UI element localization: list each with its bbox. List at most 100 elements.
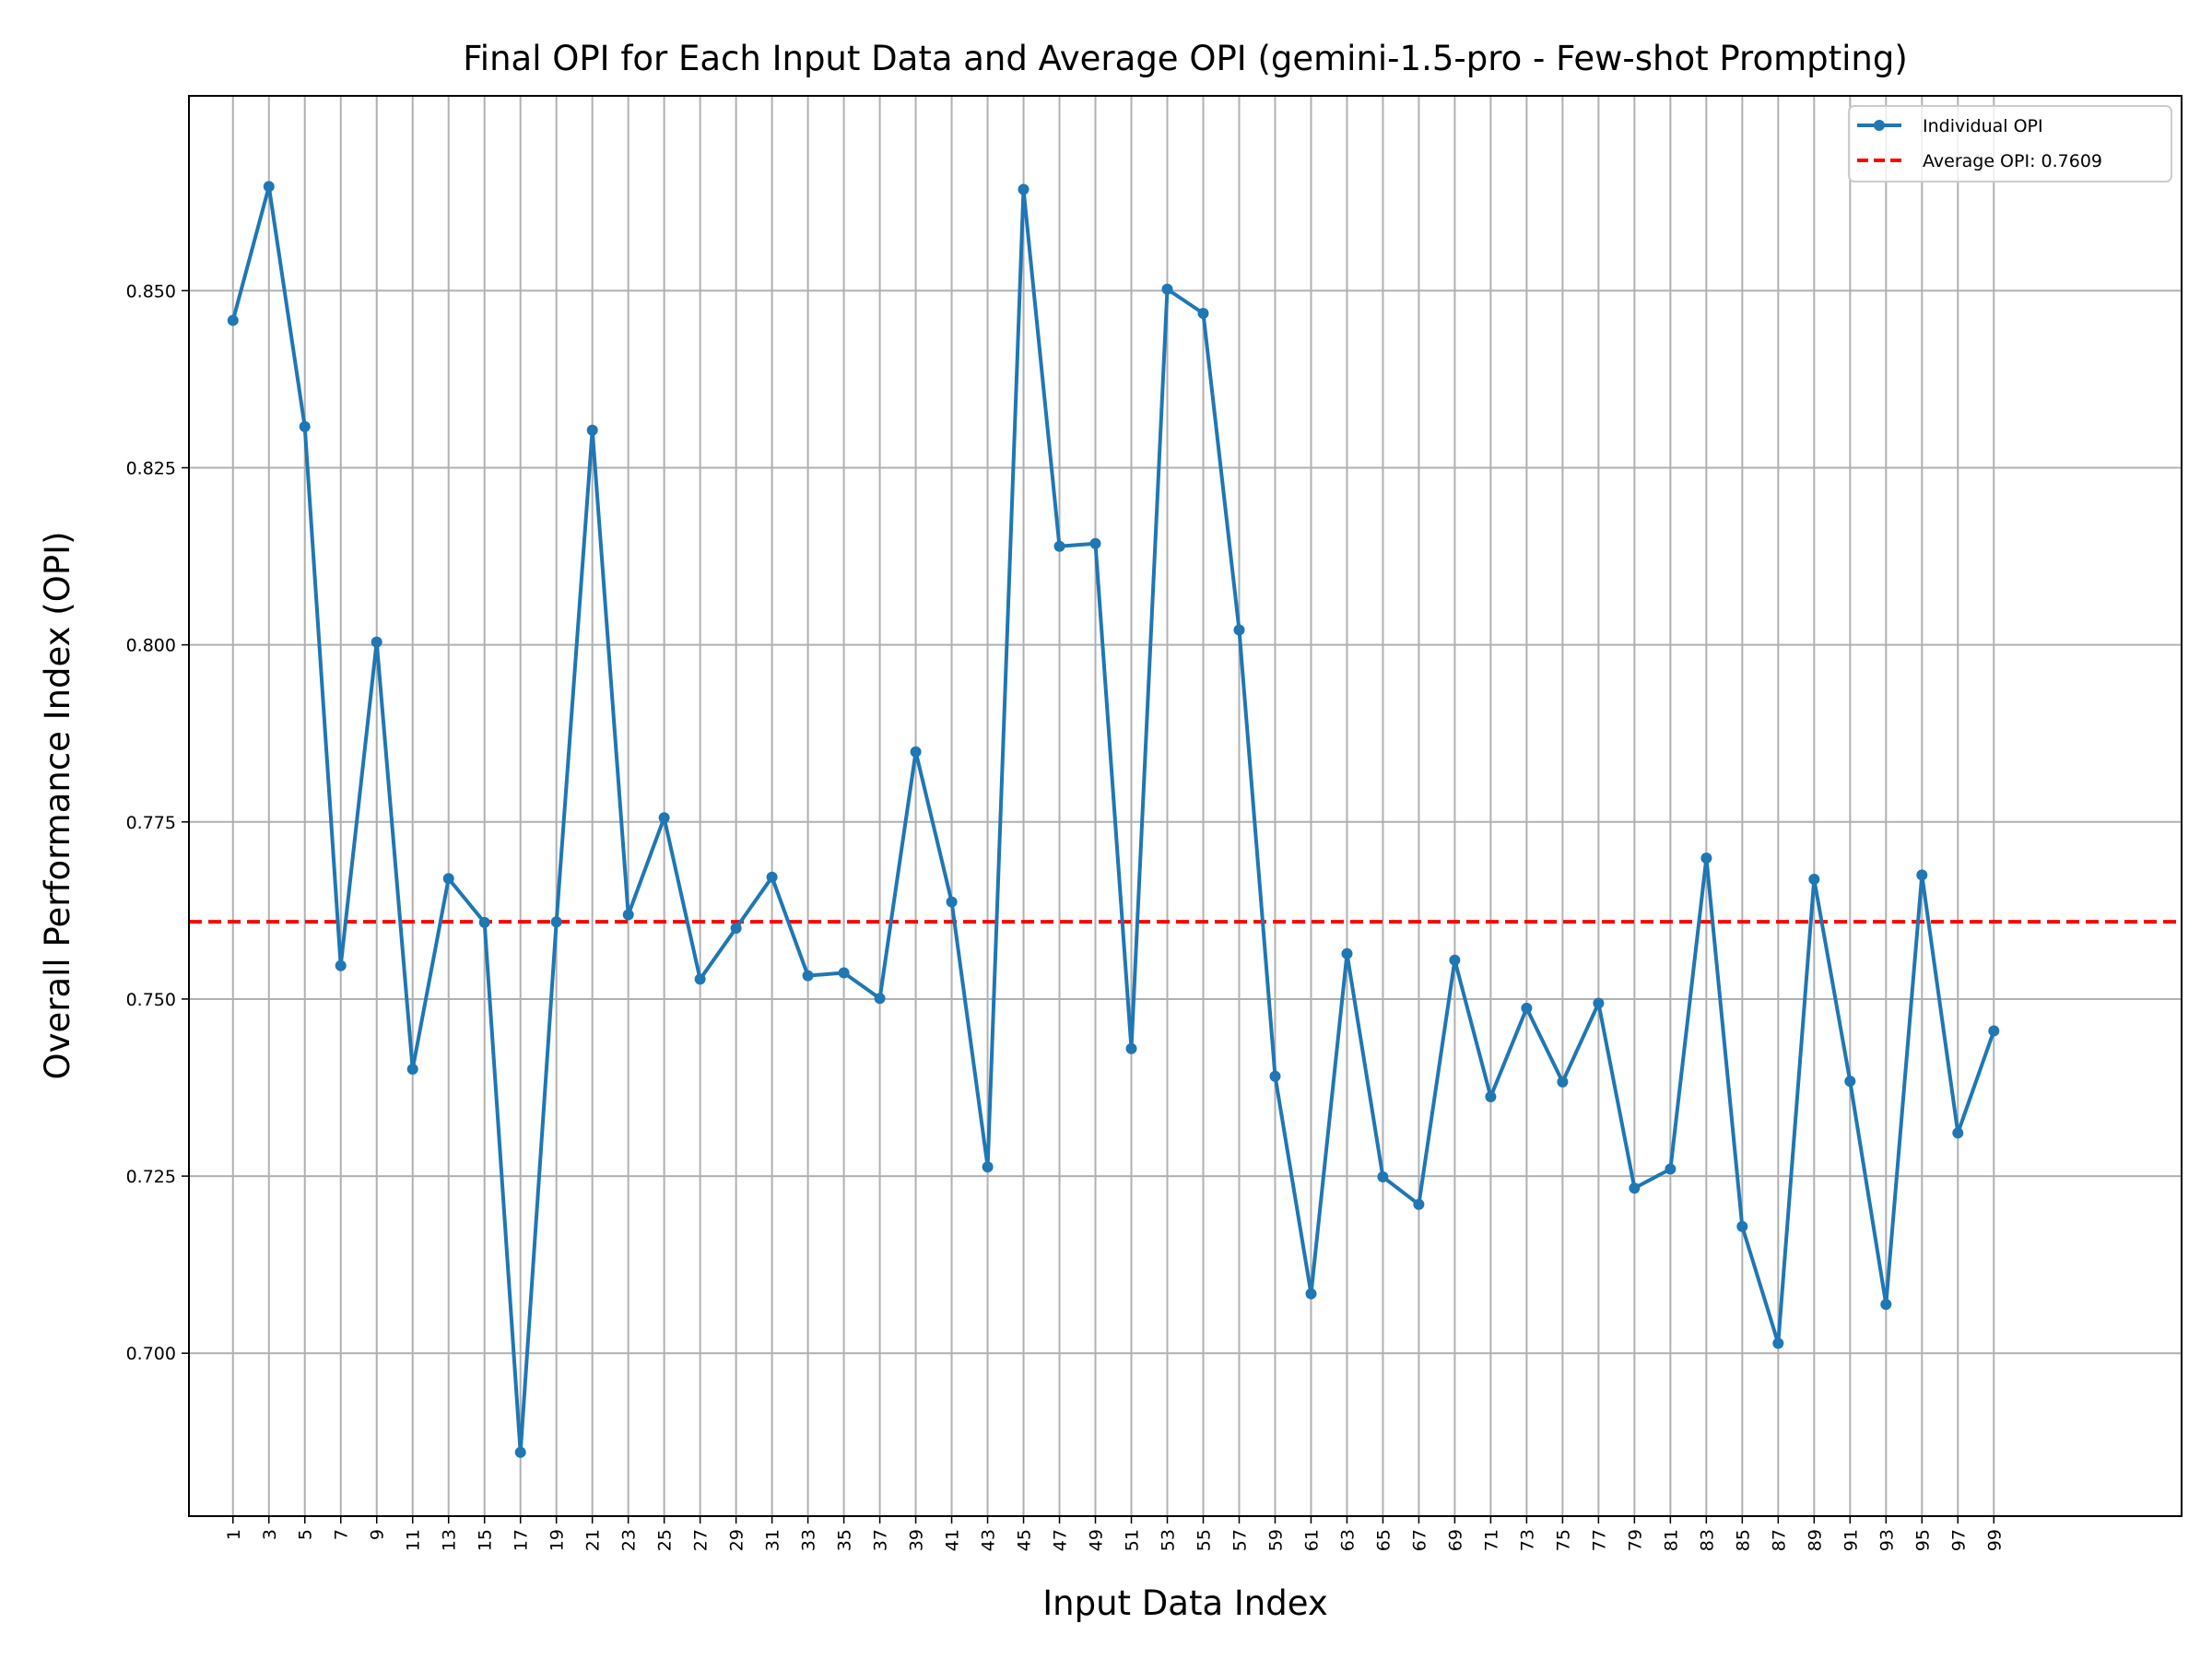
individual-opi-point bbox=[622, 909, 634, 921]
legend: Individual OPI Average OPI: 0.7609 bbox=[1848, 105, 2172, 182]
x-tick-label: 97 bbox=[1948, 1529, 1969, 1551]
x-tick-label: 63 bbox=[1337, 1529, 1358, 1551]
x-tick-label: 53 bbox=[1159, 1529, 1179, 1551]
x-tick-label: 57 bbox=[1230, 1529, 1250, 1551]
x-tick-label: 21 bbox=[583, 1529, 604, 1551]
x-tick-label: 35 bbox=[835, 1529, 855, 1551]
legend-label-individual: Individual OPI bbox=[1923, 116, 2043, 136]
individual-opi-point bbox=[658, 812, 670, 824]
individual-opi-point bbox=[1736, 1220, 1748, 1232]
x-tick-label: 93 bbox=[1877, 1529, 1897, 1551]
individual-opi-point bbox=[299, 420, 311, 432]
individual-opi-point bbox=[1449, 954, 1461, 966]
individual-opi-point bbox=[263, 181, 275, 193]
y-tick-label: 0.800 bbox=[126, 636, 176, 656]
x-tick-label: 29 bbox=[727, 1529, 747, 1551]
individual-opi-point bbox=[1197, 308, 1209, 319]
x-tick-label: 71 bbox=[1481, 1529, 1501, 1551]
x-tick-label: 55 bbox=[1194, 1529, 1214, 1551]
x-tick-label: 51 bbox=[1123, 1529, 1143, 1551]
x-tick-label: 91 bbox=[1841, 1529, 1861, 1551]
individual-opi-point bbox=[586, 424, 598, 436]
individual-opi-point bbox=[406, 1064, 418, 1075]
x-tick-label: 75 bbox=[1553, 1529, 1573, 1551]
x-tick-label: 1 bbox=[224, 1529, 244, 1540]
individual-opi-point bbox=[442, 873, 454, 885]
individual-opi-point bbox=[1772, 1337, 1784, 1349]
x-tick-label: 61 bbox=[1301, 1529, 1322, 1551]
x-tick-label: 37 bbox=[871, 1529, 891, 1551]
individual-opi-point bbox=[1305, 1288, 1317, 1300]
x-tick-label: 73 bbox=[1517, 1529, 1537, 1551]
individual-opi-point bbox=[1665, 1163, 1677, 1175]
x-tick-label: 43 bbox=[979, 1529, 999, 1551]
individual-opi-point bbox=[1161, 283, 1173, 295]
plot-frame bbox=[188, 95, 2183, 1517]
individual-opi-point bbox=[1341, 947, 1353, 959]
individual-opi-point bbox=[1413, 1198, 1425, 1210]
series-layer bbox=[227, 181, 2000, 1458]
legend-box bbox=[1848, 105, 2172, 182]
x-tick-label: 45 bbox=[1015, 1529, 1035, 1551]
x-tick-label: 99 bbox=[1984, 1529, 2005, 1551]
individual-opi-point bbox=[1988, 1025, 2000, 1037]
individual-opi-point bbox=[1377, 1171, 1389, 1182]
x-tick-label: 3 bbox=[260, 1529, 280, 1540]
x-tick-label: 59 bbox=[1265, 1529, 1286, 1551]
x-tick-label: 69 bbox=[1445, 1529, 1465, 1551]
individual-opi-point bbox=[1053, 540, 1065, 552]
x-tick-label: 89 bbox=[1805, 1529, 1825, 1551]
individual-opi-point bbox=[946, 896, 958, 908]
x-tick-label: 13 bbox=[440, 1529, 460, 1551]
y-tick-label: 0.725 bbox=[126, 1167, 176, 1187]
individual-opi-point bbox=[227, 314, 239, 326]
x-tick-label: 65 bbox=[1373, 1529, 1394, 1551]
individual-opi-point bbox=[478, 916, 490, 928]
x-tick-label: 39 bbox=[907, 1529, 927, 1551]
y-tick-label: 0.825 bbox=[126, 459, 176, 479]
x-tick-label: 7 bbox=[332, 1529, 352, 1540]
individual-opi-point bbox=[1952, 1127, 1964, 1139]
grid-lines bbox=[189, 96, 2182, 1516]
x-tick-label: 33 bbox=[799, 1529, 819, 1551]
individual-opi-point bbox=[874, 993, 886, 1005]
x-tick-label: 67 bbox=[1409, 1529, 1430, 1551]
x-tick-label: 49 bbox=[1087, 1529, 1107, 1551]
x-tick-label: 95 bbox=[1912, 1529, 1933, 1551]
individual-opi-point bbox=[335, 959, 347, 971]
x-tick-label: 17 bbox=[512, 1529, 532, 1551]
individual-opi-point bbox=[1089, 537, 1101, 549]
x-tick-label: 77 bbox=[1589, 1529, 1609, 1551]
chart-title: Final OPI for Each Input Data and Averag… bbox=[463, 39, 1908, 78]
individual-opi-point bbox=[982, 1161, 994, 1173]
individual-opi-point bbox=[550, 916, 562, 928]
individual-opi-point bbox=[1018, 183, 1030, 195]
x-tick-label: 11 bbox=[404, 1529, 424, 1551]
x-tick-label: 85 bbox=[1733, 1529, 1753, 1551]
x-tick-label: 79 bbox=[1625, 1529, 1645, 1551]
x-tick-label: 25 bbox=[655, 1529, 676, 1551]
individual-opi-point bbox=[1269, 1070, 1281, 1082]
individual-opi-line bbox=[230, 184, 1996, 1454]
individual-opi-point bbox=[1808, 874, 1820, 885]
individual-opi-point bbox=[1844, 1076, 1856, 1088]
individual-opi-point bbox=[1521, 1002, 1533, 1014]
x-tick-label: 27 bbox=[691, 1529, 712, 1551]
individual-opi-point bbox=[910, 746, 922, 758]
individual-opi-point bbox=[1880, 1299, 1892, 1311]
y-axis-label: Overall Performance Index (OPI) bbox=[38, 531, 77, 1079]
individual-opi-point bbox=[514, 1446, 526, 1458]
y-tick-label: 0.775 bbox=[126, 813, 176, 833]
individual-opi-point bbox=[1557, 1076, 1569, 1088]
y-tick-label: 0.700 bbox=[126, 1344, 176, 1364]
individual-opi-point bbox=[371, 636, 382, 648]
x-tick-label: 41 bbox=[943, 1529, 963, 1551]
x-tick-label: 47 bbox=[1051, 1529, 1071, 1551]
individual-opi-point bbox=[1629, 1182, 1641, 1194]
individual-opi-point bbox=[730, 923, 742, 935]
legend-marker-sample bbox=[1874, 120, 1885, 131]
individual-opi-point bbox=[1593, 997, 1605, 1009]
tick-marks: 1 3 5 7 9 11 13 15 17 19 21 23 25 27 29 31 33 35 37 39 41 43 4… bbox=[126, 281, 2006, 1551]
